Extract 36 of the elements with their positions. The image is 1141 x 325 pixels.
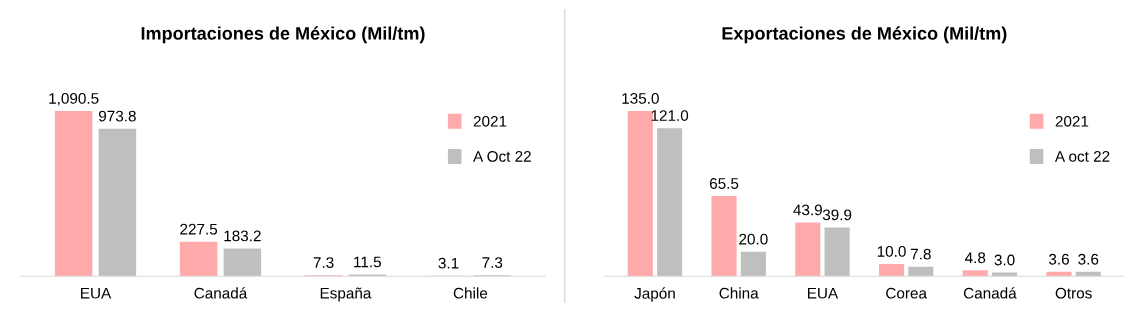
legend-label: 2021 — [1055, 115, 1089, 127]
data-label: 3.6 — [1048, 253, 1069, 265]
data-label: 121.0 — [651, 110, 689, 121]
data-label: 227.5 — [180, 223, 218, 235]
data-label: 3.1 — [438, 257, 459, 269]
x-tick-label: Japón — [634, 287, 675, 302]
data-label: 43.9 — [793, 204, 822, 216]
data-label: 7.3 — [313, 257, 334, 268]
x-tick-label: Chile — [453, 287, 488, 299]
x-tick-label: EUA — [807, 287, 839, 299]
data-label: 11.5 — [354, 256, 381, 268]
x-tick-label: España — [320, 287, 372, 302]
data-label: 7.8 — [910, 248, 931, 260]
data-label: 1,090.5 — [49, 92, 99, 106]
chart-title: Importaciones de México (Mil/tm) — [141, 26, 425, 44]
legend-label: 2021 — [473, 115, 507, 127]
data-label: 39.9 — [822, 209, 852, 221]
x-tick-label: EUA — [81, 287, 112, 299]
data-label: 65.5 — [709, 178, 739, 189]
data-label: 20.0 — [739, 233, 768, 245]
x-tick-label: Corea — [886, 287, 927, 299]
data-label: 135.0 — [622, 92, 659, 104]
x-tick-label: Otros — [1055, 287, 1092, 299]
legend-label: A oct 22 — [1054, 151, 1110, 162]
data-label: 973.8 — [98, 110, 136, 122]
data-label: 3.6 — [1078, 253, 1099, 265]
chart-title: Exportaciones de México (Mil/tm) — [722, 26, 1007, 44]
data-label: 3.0 — [994, 254, 1015, 266]
legend-label: A Oct 22 — [473, 151, 531, 162]
data-label: 183.2 — [224, 230, 261, 242]
x-tick-label: China — [719, 287, 759, 299]
data-label: 10.0 — [877, 246, 906, 257]
data-label: 4.8 — [964, 252, 986, 264]
x-tick-label: Canadá — [194, 287, 248, 299]
x-tick-label: Canadá — [963, 287, 1017, 299]
data-label: 7.3 — [482, 257, 503, 268]
